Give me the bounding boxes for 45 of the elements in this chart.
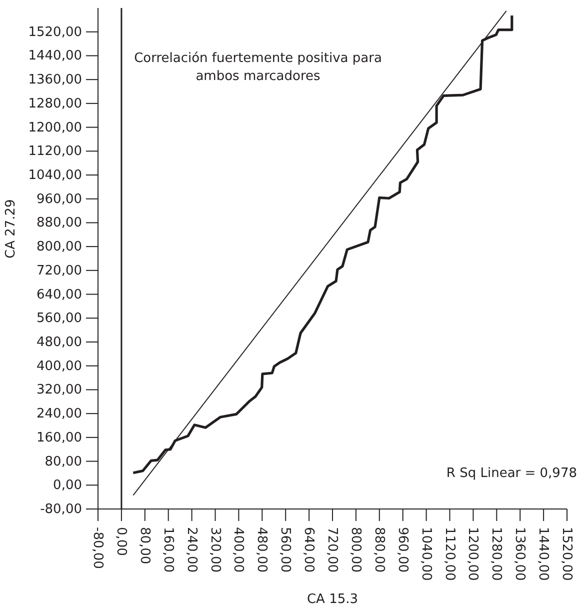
x-tick-label: 320,00 — [207, 527, 222, 572]
y-tick-label: 1200,00 — [28, 120, 82, 136]
x-tick-label: 400,00 — [230, 527, 246, 572]
y-tick-label: 1520,00 — [28, 24, 82, 40]
y-tick-label: 800,00 — [36, 240, 82, 255]
y-tick-label: 1440,00 — [28, 48, 82, 64]
y-tick-label: 1120,00 — [28, 144, 82, 160]
x-tick-label: 1280,00 — [488, 527, 504, 581]
y-tick-label: 480,00 — [36, 335, 82, 350]
x-tick-label: 560,00 — [278, 527, 293, 572]
x-tick-label: 1520,00 — [559, 527, 574, 581]
annotation: Correlación fuertemente positiva para ambos marcadores — [133, 50, 383, 86]
y-tick-label: 720,00 — [36, 263, 82, 278]
x-tick-label: 640,00 — [301, 527, 316, 572]
x-tick-label: 1440,00 — [536, 527, 551, 581]
y-tick-label: 160,00 — [36, 430, 82, 446]
x-axis-title: CA 15.3 — [306, 592, 358, 607]
x-tick-label: 880,00 — [371, 527, 386, 572]
y-tick-label: 1040,00 — [28, 168, 82, 183]
y-axis-title: CA 27.29 — [4, 199, 19, 258]
y-tick-label: 1360,00 — [28, 72, 82, 88]
y-tick-label: 240,00 — [36, 406, 82, 422]
x-tick-label: 1360,00 — [512, 527, 528, 581]
x-tick-label: 1040,00 — [418, 527, 434, 581]
y-tick-label: 960,00 — [36, 192, 82, 207]
x-tick-label: 80,00 — [136, 527, 152, 564]
x-tick-label: 480,00 — [254, 527, 270, 572]
y-tick-label: -80,00 — [40, 502, 82, 517]
x-tick-label: 800,00 — [348, 527, 363, 572]
y-tick-label: 880,00 — [36, 216, 82, 231]
y-tick-label: 1280,00 — [28, 96, 82, 112]
x-tick-label: 1120,00 — [442, 527, 457, 581]
y-tick-label: 560,00 — [36, 311, 82, 326]
y-tick-label: 640,00 — [36, 287, 82, 302]
x-tick-label: 960,00 — [394, 527, 410, 572]
annotation: R Sq Linear = 0,978 — [446, 466, 577, 481]
x-tick-label: 0,00 — [113, 527, 128, 556]
y-tick-label: 0,00 — [53, 478, 82, 494]
y-tick-label: 80,00 — [44, 454, 82, 470]
x-tick-label: 720,00 — [324, 527, 340, 572]
y-tick-label: 320,00 — [36, 382, 82, 398]
x-tick-label: 1200,00 — [465, 527, 480, 581]
x-tick-label: 160,00 — [160, 527, 176, 572]
y-tick-label: 400,00 — [36, 358, 82, 374]
x-tick-label: 240,00 — [184, 527, 199, 572]
